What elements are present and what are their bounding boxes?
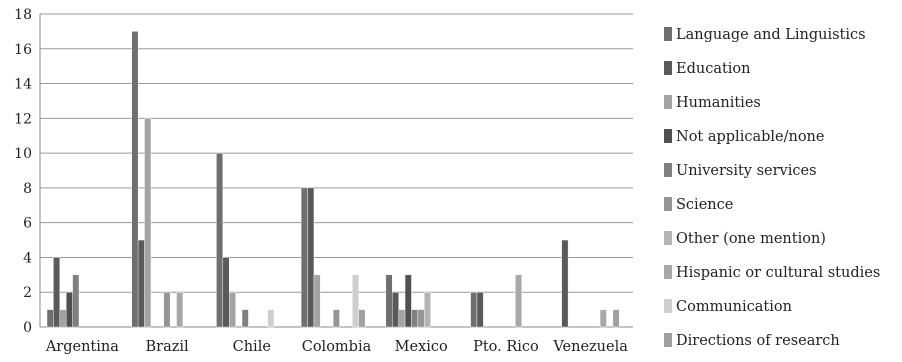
- bar-pto-rico-7: [515, 274, 522, 328]
- y-tick-label: 8: [23, 181, 32, 197]
- bar-chile-0: [216, 152, 224, 328]
- y-tick-label: 4: [23, 250, 32, 266]
- legend-label: Education: [676, 61, 751, 77]
- bar-brazil-0: [131, 31, 139, 328]
- bar-chile-2: [229, 292, 236, 328]
- y-tick-label: 2: [23, 285, 32, 301]
- bar-pto-rico-1: [476, 292, 484, 328]
- gridlines: [40, 13, 633, 293]
- legend-label: Language and Linguistics: [676, 27, 866, 43]
- y-tick-label: 10: [14, 146, 32, 162]
- y-tick-label: 14: [14, 77, 32, 93]
- y-tick-labels: 0 2 4 6 8 10 12 14 16 18: [14, 7, 32, 336]
- legend-label: Humanities: [676, 95, 761, 111]
- bar-brazil-1: [137, 239, 145, 328]
- x-category-label: Mexico: [395, 339, 448, 355]
- bar-colombia-0: [300, 187, 308, 328]
- bar-argentina-4: [72, 274, 80, 328]
- bar-venezuela-1: [561, 239, 569, 328]
- x-category-label: Chile: [233, 339, 271, 355]
- bar-colombia-8: [352, 274, 359, 328]
- x-category-labels: Argentina Brazil Chile Colombia Mexico Pto. R…: [45, 339, 628, 355]
- x-category-label: Venezuela: [552, 339, 628, 355]
- bar-colombia-9: [358, 309, 366, 328]
- bar-venezuela-7: [599, 309, 607, 328]
- legend-label: University services: [676, 163, 817, 179]
- legend: Language and Linguistics Education Humanit…: [664, 27, 880, 349]
- legend-swatch: [664, 299, 672, 313]
- legend-swatch: [664, 265, 672, 279]
- bar-argentina-1: [53, 257, 61, 328]
- legend-label: Science: [676, 197, 733, 213]
- bar-pto-rico-0: [470, 292, 478, 328]
- legend-swatch: [664, 163, 672, 177]
- legend-swatch: [664, 95, 672, 109]
- bar-mexico-3: [404, 274, 412, 328]
- x-category-label: Pto. Rico: [473, 339, 539, 355]
- bar-mexico-0: [385, 274, 393, 328]
- legend-label: Not applicable/none: [676, 129, 824, 145]
- bar-colombia-5: [332, 309, 340, 328]
- bar-mexico-1: [392, 292, 399, 328]
- bar-mexico-4: [411, 309, 419, 328]
- bar-chile-1: [222, 257, 230, 328]
- y-tick-label: 18: [14, 7, 32, 23]
- bar-argentina-2: [59, 309, 67, 328]
- legend-swatch: [664, 231, 672, 245]
- legend-swatch: [664, 129, 672, 143]
- legend-label: Communication: [676, 299, 792, 315]
- bar-mexico-6: [424, 292, 431, 328]
- y-tick-label: 0: [23, 320, 32, 336]
- bar-brazil-7: [176, 292, 184, 328]
- bar-brazil-2: [144, 118, 152, 328]
- bar-argentina-0: [46, 309, 54, 328]
- legend-swatch: [664, 61, 672, 75]
- bar-brazil-5: [163, 292, 171, 328]
- bar-colombia-2: [313, 274, 321, 328]
- legend-swatch: [664, 197, 672, 211]
- bar-chile-8: [267, 309, 275, 328]
- bar-argentina-3: [65, 292, 73, 328]
- bar-colombia-1: [307, 187, 315, 328]
- x-category-label: Argentina: [45, 339, 119, 355]
- legend-label: Directions of research: [676, 333, 840, 349]
- x-category-label: Brazil: [145, 339, 189, 355]
- x-category-label: Colombia: [302, 339, 372, 355]
- y-tick-label: 12: [14, 111, 32, 127]
- bar-venezuela-9: [612, 309, 620, 328]
- legend-label: Other (one mention): [676, 231, 826, 247]
- bar-mexico-2: [398, 309, 406, 328]
- bar-mexico-5: [417, 309, 425, 328]
- axes: [39, 14, 633, 328]
- y-tick-label: 6: [23, 216, 32, 232]
- bars: [46, 31, 620, 328]
- legend-swatch: [664, 27, 672, 41]
- y-tick-label: 16: [14, 42, 32, 58]
- bar-chile-4: [241, 309, 249, 328]
- legend-swatch: [664, 333, 672, 347]
- legend-label: Hispanic or cultural studies: [676, 265, 880, 281]
